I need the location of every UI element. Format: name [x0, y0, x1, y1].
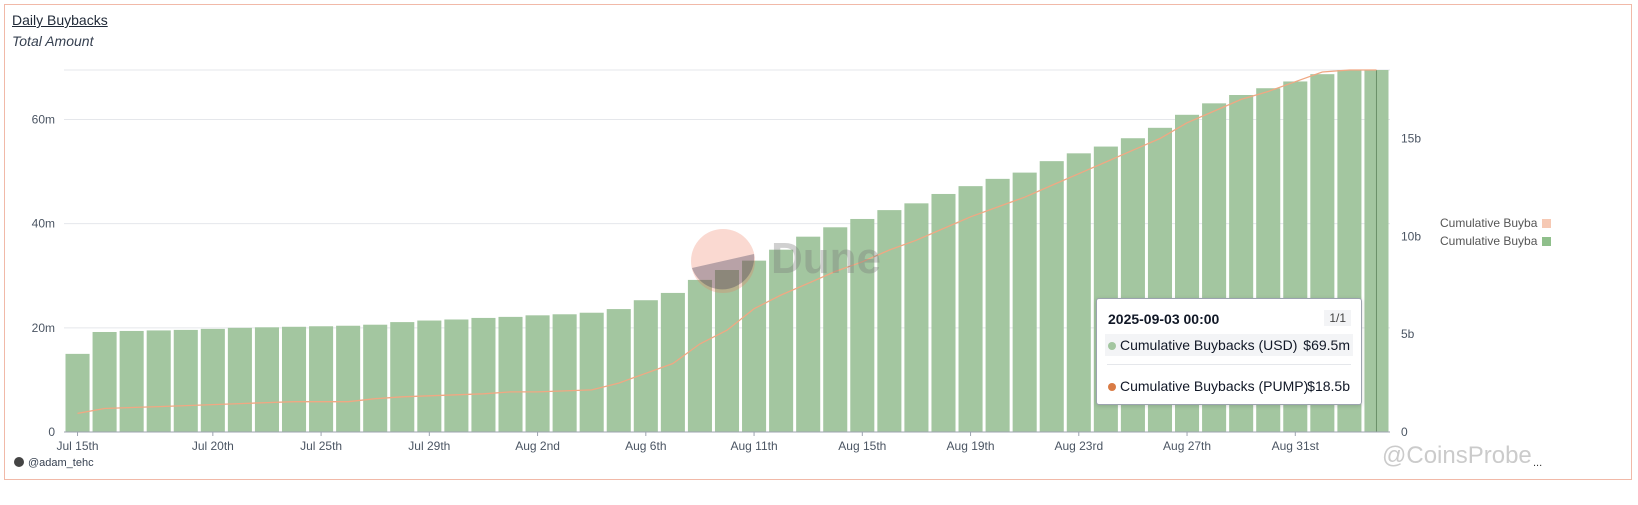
- bar: [417, 320, 442, 432]
- x-axis: Jul 15th Jul 20th Jul 25th Jul 29th Aug 2nd A…: [57, 431, 1390, 453]
- x-tick-label: Aug 19th: [947, 439, 995, 453]
- tooltip-row-usd: Cumulative Buybacks (USD) $69.5m: [1105, 334, 1353, 356]
- bar: [769, 249, 794, 432]
- series-dot-icon: [1108, 383, 1116, 391]
- x-tick-label: Aug 11th: [730, 439, 777, 453]
- bar: [471, 317, 496, 432]
- avatar: [14, 457, 24, 467]
- bar: [985, 178, 1010, 432]
- legend-swatch: [1542, 237, 1552, 247]
- bar: [309, 326, 334, 432]
- bar: [390, 322, 415, 432]
- bar: [173, 329, 198, 432]
- tooltip-page: 1/1: [1324, 310, 1351, 326]
- dune-logo-icon: [690, 228, 756, 299]
- tooltip-label: Cumulative Buybacks (PUMP): [1120, 378, 1309, 394]
- bar: [200, 328, 225, 432]
- chart-title[interactable]: Daily Buybacks: [12, 12, 108, 28]
- tooltip-value: $18.5b: [1307, 378, 1350, 394]
- bar: [65, 353, 90, 432]
- bar: [796, 236, 821, 432]
- bar: [119, 330, 144, 432]
- bar: [687, 279, 712, 432]
- bar: [904, 203, 929, 432]
- bar: [254, 327, 279, 432]
- y-left-tick-label: 60m: [32, 112, 55, 126]
- tooltip-divider: [1107, 364, 1351, 365]
- y-left-tick-label: 40m: [32, 217, 55, 231]
- bar: [1012, 172, 1037, 432]
- tooltip-row-pump: Cumulative Buybacks (PUMP) $18.5b: [1105, 375, 1353, 397]
- y-right-tick-label: 5b: [1401, 327, 1415, 341]
- bar: [1066, 153, 1091, 432]
- bar: [146, 330, 171, 432]
- legend-label: Cumulative Buyba: [1440, 234, 1538, 248]
- x-tick-label: Jul 20th: [192, 439, 234, 453]
- tooltip-label: Cumulative Buybacks (USD): [1120, 337, 1298, 353]
- legend-label: Cumulative Buyba: [1440, 216, 1538, 230]
- x-tick-label: Aug 31st: [1272, 439, 1320, 453]
- y-right-tick-label: 15b: [1401, 131, 1421, 145]
- bar: [363, 324, 388, 432]
- x-tick-label: Jul 29th: [408, 439, 450, 453]
- y-right-tick-label: 10b: [1401, 229, 1421, 243]
- bar: [660, 292, 685, 432]
- y-left-tick-label: 0: [48, 425, 55, 439]
- author-name: @adam_tehc: [28, 457, 94, 469]
- bar: [823, 227, 848, 432]
- author-link[interactable]: @adam_tehc: [14, 457, 94, 469]
- legend-swatch: [1542, 219, 1552, 229]
- series-dot-icon: [1108, 342, 1116, 350]
- bar: [633, 300, 658, 432]
- bar: [92, 331, 117, 432]
- coinsprobe-watermark: @CoinsProbe: [1382, 442, 1532, 469]
- x-tick-label: Jul 15th: [57, 439, 99, 453]
- y-left-axis: 0 20m 40m 60m: [32, 112, 56, 439]
- y-right-axis: 0 5b 10b 15b: [1401, 131, 1421, 439]
- bar: [336, 325, 361, 432]
- tooltip-date: 2025-09-03 00:00: [1108, 311, 1220, 327]
- bar: [579, 312, 604, 432]
- x-tick-label: Aug 6th: [625, 439, 666, 453]
- bar: [525, 315, 550, 432]
- chart-subtitle: Total Amount: [12, 33, 94, 49]
- line-path: [77, 69, 1377, 415]
- tooltip-value: $69.5m: [1303, 337, 1350, 353]
- y-left-tick-label: 20m: [32, 321, 55, 335]
- bar: [552, 314, 577, 432]
- legend-item-bar[interactable]: Cumulative Buyba: [1440, 234, 1552, 248]
- legend-item-line[interactable]: Cumulative Buyba: [1440, 216, 1552, 230]
- bar: [281, 326, 307, 432]
- bar: [742, 260, 767, 432]
- bar: [958, 186, 983, 432]
- bar: [444, 319, 469, 432]
- x-tick-label: Aug 2nd: [515, 439, 560, 453]
- bar: [606, 309, 631, 432]
- x-tick-label: Jul 25th: [300, 439, 342, 453]
- bar: [714, 270, 740, 432]
- bar: [850, 218, 875, 432]
- dune-watermark: Dune: [771, 234, 881, 283]
- x-tick-label: Aug 23rd: [1054, 439, 1103, 453]
- y-right-tick-label: 0: [1401, 425, 1408, 439]
- line-series: [77, 69, 1377, 415]
- x-tick-label: Aug 15th: [838, 439, 886, 453]
- bar: [931, 193, 956, 432]
- x-tick-label: Aug 27th: [1163, 439, 1211, 453]
- more-options-button[interactable]: ...: [1533, 457, 1543, 469]
- bar: [498, 316, 523, 432]
- bar: [1039, 161, 1064, 433]
- chart-tooltip: 2025-09-03 00:00 1/1 Cumulative Buybacks…: [1096, 298, 1362, 405]
- bar: [227, 327, 252, 432]
